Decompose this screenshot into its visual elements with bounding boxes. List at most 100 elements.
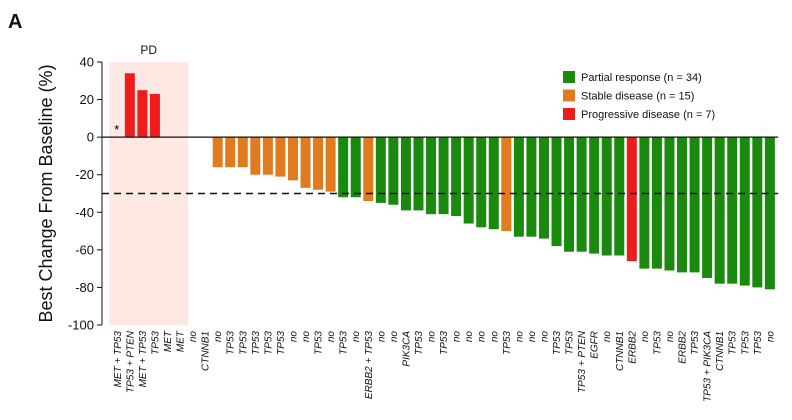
legend-swatch: [563, 71, 575, 83]
category-label: no: [602, 331, 613, 343]
category-label: TP53: [502, 331, 513, 355]
category-label: no: [301, 331, 312, 343]
bar: [388, 137, 399, 205]
legend-label: Stable disease (n = 15): [581, 91, 694, 103]
bar: [639, 137, 650, 269]
bar: [501, 137, 512, 232]
category-label: TP53 + PTEN: [577, 330, 588, 393]
bar: [438, 137, 449, 215]
category-label: TP53: [276, 331, 287, 355]
bar: [350, 137, 361, 198]
category-label: no: [489, 331, 500, 343]
category-label: no: [188, 331, 199, 343]
category-label: no: [477, 331, 488, 343]
bar: [275, 137, 286, 177]
bar: [124, 73, 135, 138]
category-label: EGFR: [590, 331, 601, 359]
category-label: TP53 + PTEN: [125, 330, 136, 393]
category-label: TP53: [565, 331, 576, 355]
bar: [601, 137, 612, 256]
category-label: MET: [163, 330, 174, 352]
category-label: TP53: [552, 331, 563, 355]
bar: [538, 137, 549, 239]
category-label: TP53: [439, 331, 450, 355]
y-tick-label: -80: [75, 280, 94, 295]
bar: [752, 137, 763, 288]
bar: [212, 137, 223, 168]
category-label: CTNNB1: [715, 331, 726, 371]
bar: [325, 137, 336, 192]
category-label: no: [514, 331, 525, 343]
category-label: no: [351, 331, 362, 343]
category-label: no: [213, 331, 224, 343]
category-label: MET + TP53: [138, 331, 149, 388]
bar: [426, 137, 437, 215]
category-label: no: [427, 331, 438, 343]
category-label: no: [452, 331, 463, 343]
legend-swatch: [563, 89, 575, 102]
y-axis: 40 20 0 -20 -40 -60 -80 -100: [68, 55, 103, 333]
bar: [689, 137, 700, 273]
category-label: CTNNB1: [615, 331, 626, 371]
category-label: TP53: [251, 331, 262, 355]
y-tick-label: 40: [80, 55, 94, 70]
category-label: no: [527, 331, 538, 343]
bars-group: [124, 73, 775, 290]
bar: [250, 137, 261, 175]
category-label: TP53: [339, 331, 350, 355]
bar: [651, 137, 662, 269]
category-label: TP53 + PIK3CA: [703, 331, 714, 402]
y-tick-label: -60: [75, 242, 94, 257]
category-label: no: [376, 331, 387, 343]
pd-region-label: PD: [140, 43, 157, 57]
category-label: no: [389, 331, 400, 343]
bar: [413, 137, 424, 211]
category-label: TP53: [740, 331, 751, 355]
bar: [338, 137, 349, 198]
category-label: TP53: [753, 331, 764, 355]
legend-label: Partial response (n = 34): [581, 72, 702, 84]
category-label: PIK3CA: [401, 331, 412, 367]
category-label: TP53: [150, 331, 161, 355]
category-label: ERBB2: [678, 331, 689, 364]
category-label: no: [464, 331, 475, 343]
y-tick-label: -20: [75, 167, 94, 182]
bar: [513, 137, 524, 237]
bar: [564, 137, 575, 252]
bar: [664, 137, 675, 271]
category-label: MET + TP53: [113, 331, 124, 388]
bar: [363, 137, 374, 202]
bar: [526, 137, 537, 237]
bar: [614, 137, 625, 256]
category-label: TP53: [238, 331, 249, 355]
bar: [237, 137, 248, 168]
bar: [463, 137, 474, 224]
bar: [476, 137, 487, 228]
category-labels-group: MET + TP53 TP53 + PTEN MET + TP53 TP53 MET ME…: [113, 330, 777, 402]
category-label: MET: [176, 330, 187, 352]
bar: [149, 93, 160, 138]
bar: [400, 137, 411, 211]
bar: [727, 137, 738, 284]
category-label: TP53: [226, 331, 237, 355]
bar: [262, 137, 273, 175]
bar: [137, 90, 148, 138]
bar: [739, 137, 750, 286]
category-label: CTNNB1: [201, 331, 212, 371]
bar: [589, 137, 600, 254]
bar: [300, 137, 311, 188]
category-label: TP53: [652, 331, 663, 355]
category-label: TP53: [314, 331, 325, 355]
bar: [225, 137, 236, 168]
bar: [375, 137, 386, 203]
legend-swatch: [563, 108, 575, 120]
category-label: TP53: [263, 331, 274, 355]
category-label: no: [765, 331, 776, 343]
category-label: TP53: [690, 331, 701, 355]
y-tick-label: 20: [80, 92, 94, 107]
y-tick-label: 0: [87, 130, 94, 145]
category-label: ERBB2 + TP53: [364, 331, 375, 400]
bar: [451, 137, 462, 217]
panel-letter: A: [8, 11, 22, 33]
